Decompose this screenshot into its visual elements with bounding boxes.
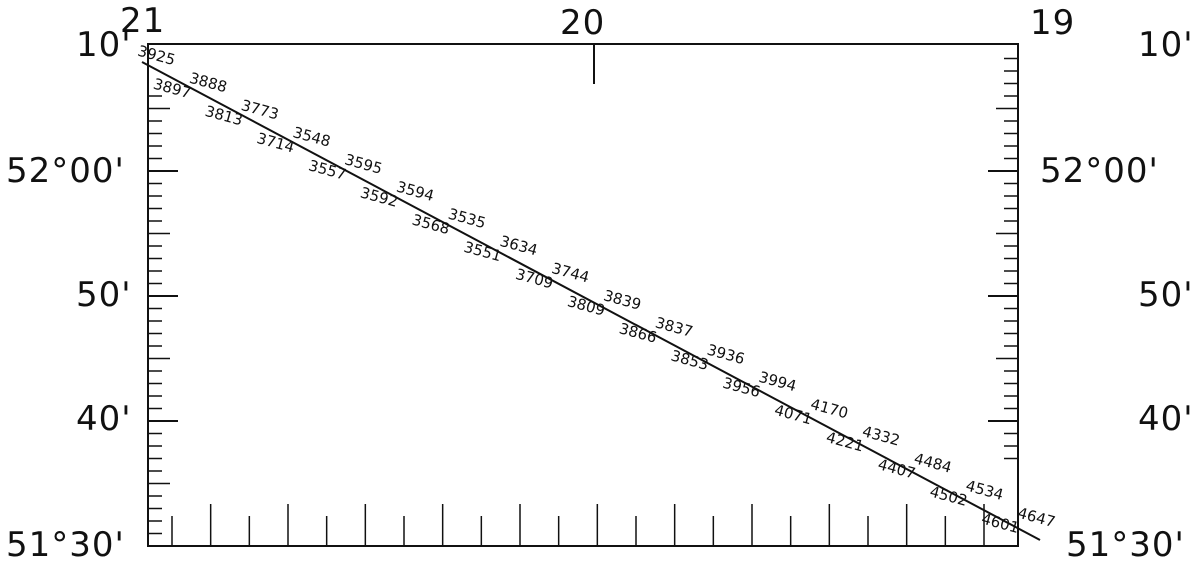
sounding-label: 3897 bbox=[151, 75, 193, 102]
sounding-label: 3592 bbox=[358, 184, 400, 211]
longitude-label-19: 19 bbox=[1030, 3, 1075, 43]
sounding-label: 4534 bbox=[964, 477, 1006, 504]
sounding-label: 3568 bbox=[410, 211, 452, 238]
latitude-left-52-00: 52°00' bbox=[6, 151, 125, 191]
sounding-label: 3866 bbox=[617, 319, 659, 346]
latitude-left-40: 40' bbox=[76, 399, 132, 439]
ship-track-line bbox=[141, 61, 1041, 541]
sounding-label: 4407 bbox=[876, 455, 918, 482]
sounding-label: 3853 bbox=[669, 347, 711, 374]
sounding-label: 3813 bbox=[203, 102, 245, 129]
longitude-label-21: 21 bbox=[120, 1, 165, 41]
latitude-left-51-30: 51°30' bbox=[6, 525, 125, 562]
sounding-label: 4170 bbox=[809, 395, 851, 422]
sounding-label: 4332 bbox=[860, 422, 902, 449]
sounding-label: 3557 bbox=[307, 156, 349, 183]
latitude-right-52-00: 52°00' bbox=[1040, 151, 1159, 191]
left-latitude-ticks bbox=[148, 95, 178, 547]
right-latitude-ticks bbox=[988, 57, 1018, 460]
sounding-label: 3594 bbox=[394, 178, 436, 205]
sounding-label: 4601 bbox=[980, 510, 1022, 537]
sounding-label: 4502 bbox=[928, 482, 970, 509]
latitude-left-10: 10' bbox=[76, 25, 132, 65]
latitude-right-51-30: 51°30' bbox=[1066, 525, 1185, 562]
latitude-right-40: 40' bbox=[1138, 399, 1190, 439]
sounding-label: 3809 bbox=[565, 292, 607, 319]
sounding-label: 3888 bbox=[187, 69, 229, 96]
sounding-label: 3994 bbox=[757, 368, 799, 395]
sounding-label: 3714 bbox=[255, 129, 297, 156]
sounding-label: 4071 bbox=[772, 401, 814, 428]
bottom-longitude-ticks bbox=[171, 504, 985, 546]
sounding-label: 3709 bbox=[514, 265, 556, 292]
latitude-left-50: 50' bbox=[76, 275, 132, 315]
sounding-label: 3595 bbox=[343, 150, 385, 177]
latitude-right-50: 50' bbox=[1138, 275, 1190, 315]
longitude-label-20: 20 bbox=[560, 3, 605, 43]
sounding-label: 4484 bbox=[912, 449, 954, 476]
sounding-label: 3548 bbox=[291, 123, 333, 150]
latitude-right-10: 10' bbox=[1138, 25, 1190, 65]
sounding-label: 4647 bbox=[1016, 504, 1058, 531]
sounding-label: 3551 bbox=[462, 238, 504, 265]
sounding-label: 3925 bbox=[136, 42, 178, 69]
sounding-label: 3773 bbox=[239, 96, 281, 123]
sounding-label: 4221 bbox=[824, 428, 866, 455]
sounding-label: 3956 bbox=[721, 374, 763, 401]
